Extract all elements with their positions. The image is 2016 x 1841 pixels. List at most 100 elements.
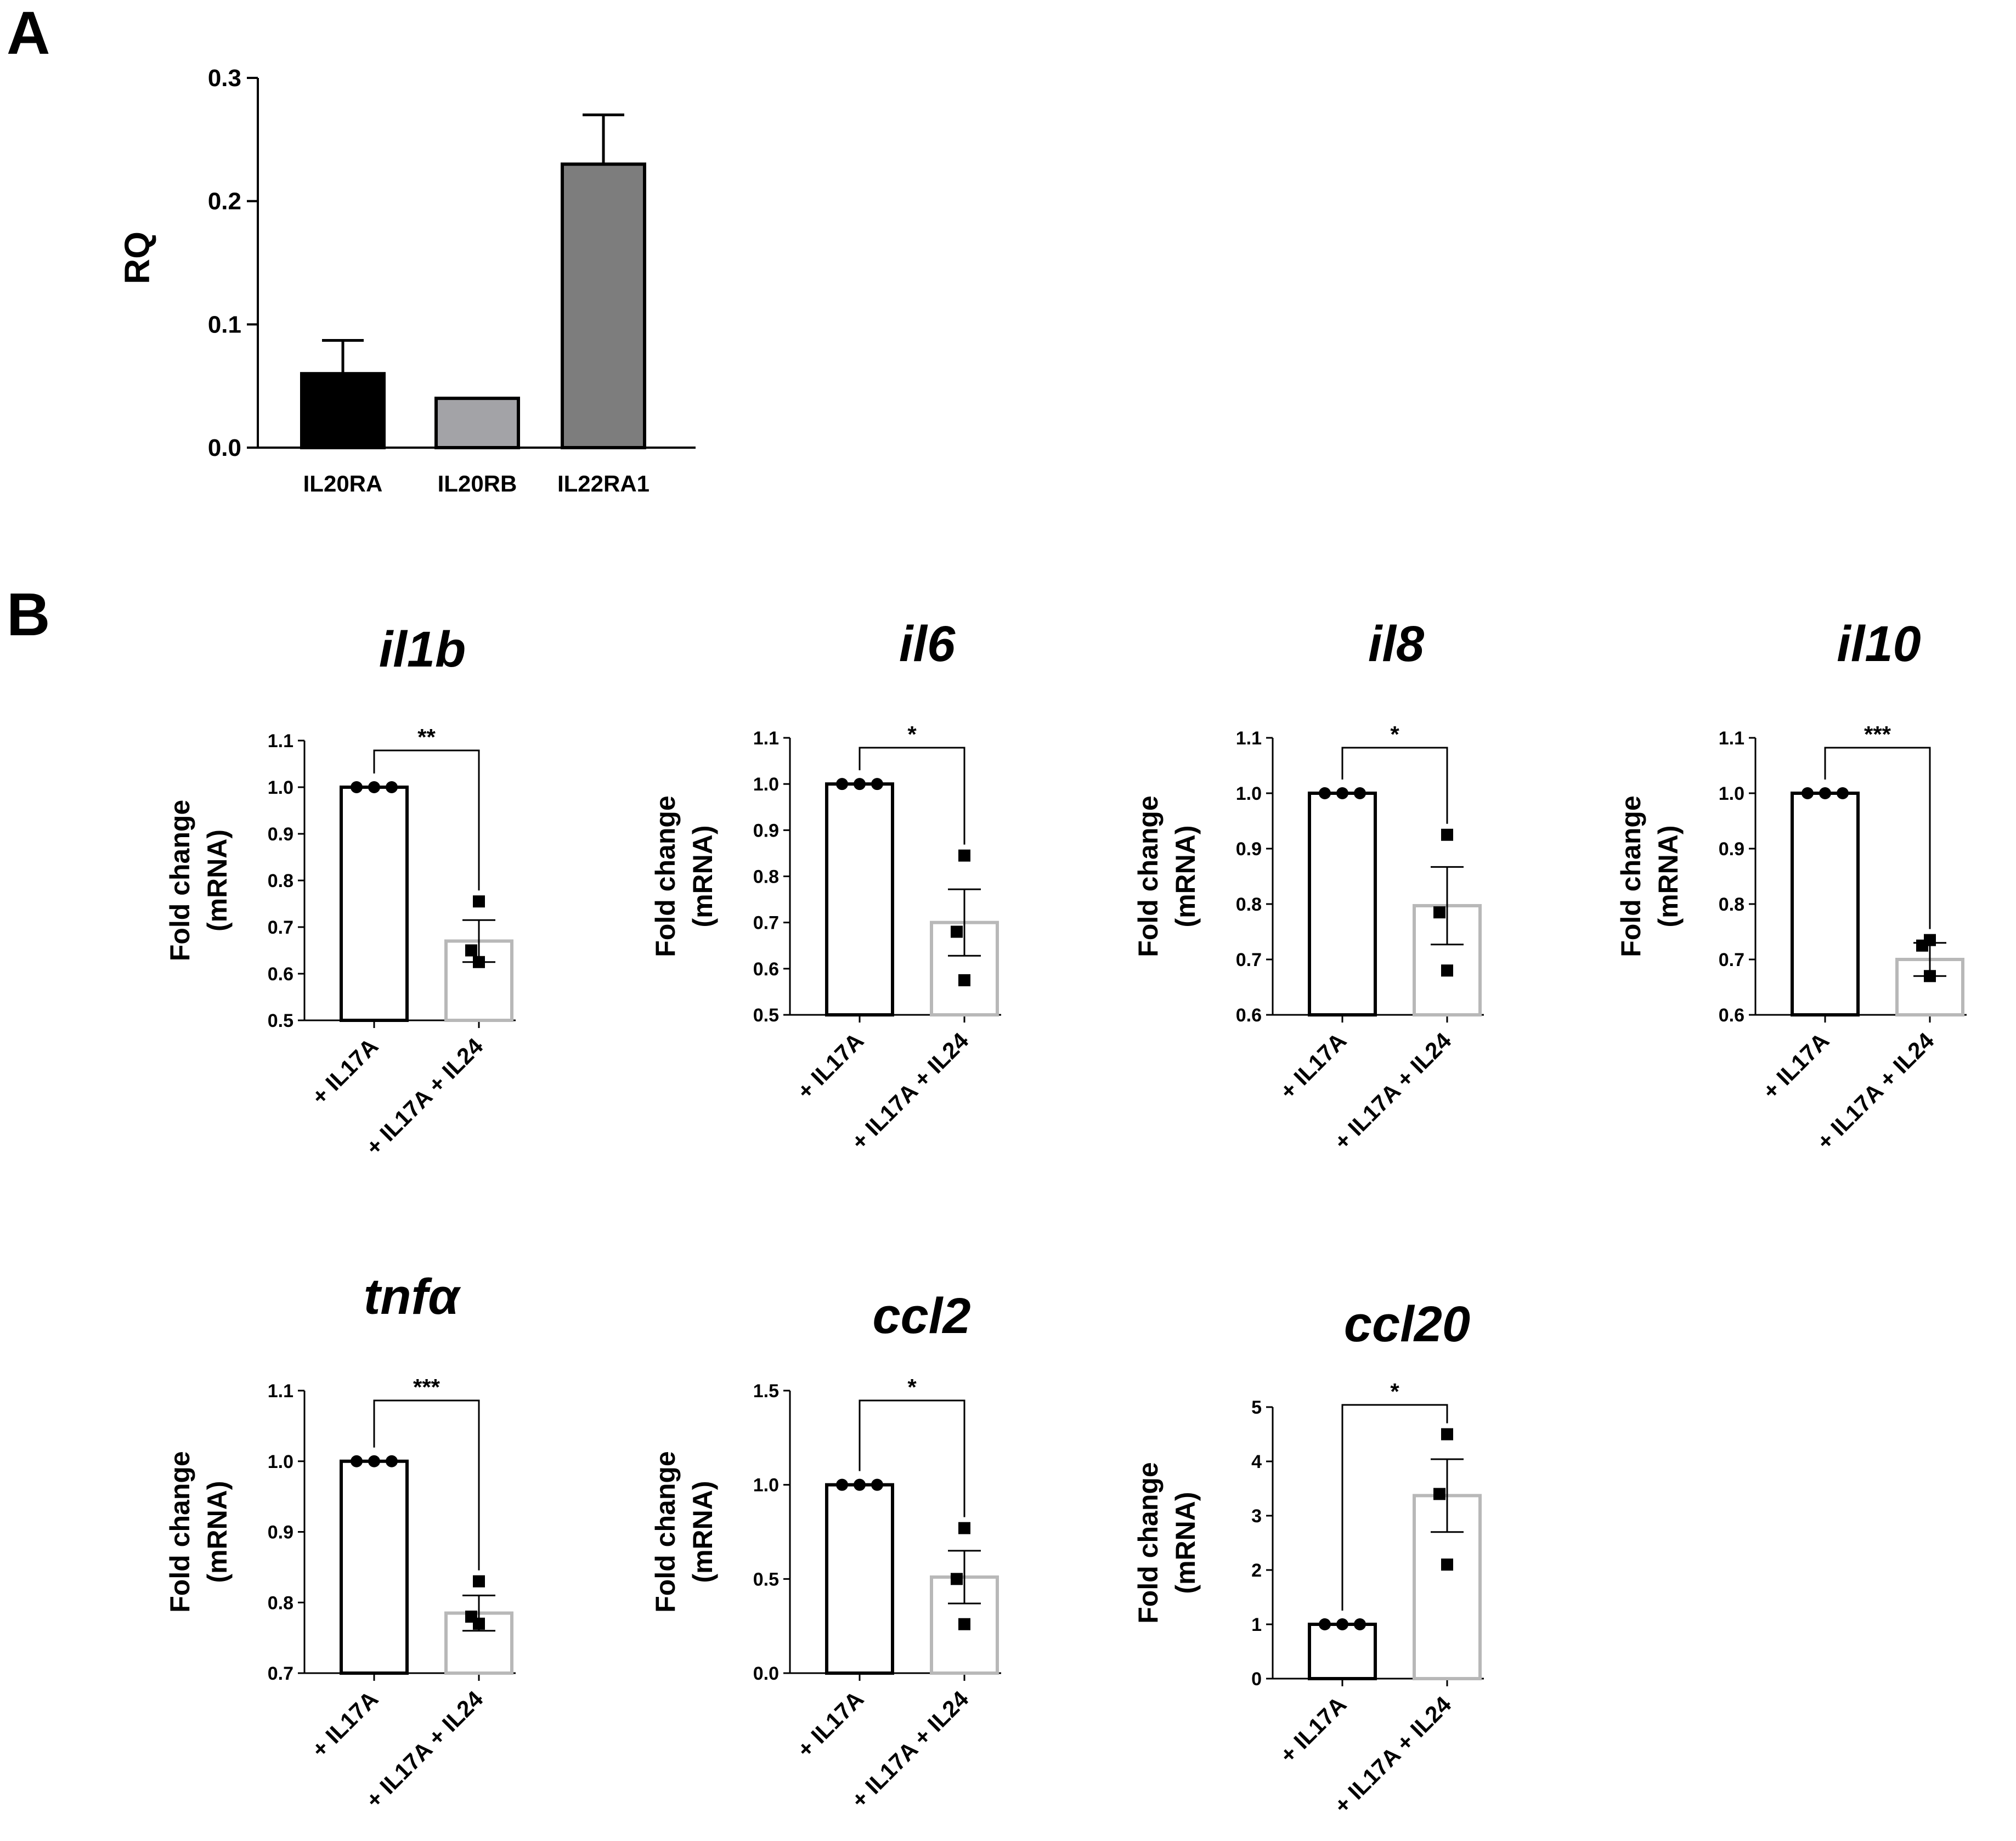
significance-label: *: [1390, 1379, 1399, 1404]
data-point-control: [1354, 1618, 1366, 1630]
y-tick-label: 0.3: [208, 65, 241, 92]
data-point-control: [1319, 1618, 1331, 1630]
y-tick-label: 0.0: [753, 1663, 779, 1684]
x-tick-label: + IL17A: [1275, 1691, 1352, 1768]
data-point-treated: [958, 1522, 970, 1534]
data-point-treated: [951, 1573, 963, 1585]
y-tick-label: 1.0: [268, 777, 293, 798]
data-point-control: [368, 1455, 380, 1467]
y-tick-label: 0.0: [208, 434, 241, 461]
data-point-treated: [1924, 970, 1936, 982]
data-point-treated: [958, 849, 970, 862]
significance-label: ***: [1864, 721, 1891, 747]
data-point-control: [351, 781, 363, 793]
data-point-control: [836, 1478, 848, 1491]
y-axis-label: Fold change: [1616, 795, 1646, 957]
chart-title: tnfα: [364, 1269, 461, 1325]
y-tick-label: 0.5: [268, 1010, 293, 1031]
y-tick-label: 1.0: [268, 1452, 293, 1472]
chart-title: ccl20: [1344, 1296, 1470, 1352]
chart-title: il6: [899, 616, 956, 672]
chart-il6: il6 0.5 0.6 0.7 0.8 0.9 1.0 1.1 Fold change (mRNA…: [650, 616, 1001, 1155]
y-axis-label: Fold change: [1133, 1462, 1164, 1623]
bar-control: [825, 782, 894, 1016]
y-axis-label-units: (mRNA): [202, 829, 233, 931]
x-tick-label: + IL17A: [1275, 1027, 1352, 1104]
bar-il22ra1: [561, 162, 646, 449]
x-tick-label: + IL17A: [1758, 1027, 1834, 1104]
data-point-treated: [1441, 1428, 1453, 1441]
y-tick-label: 1.1: [1236, 728, 1262, 749]
data-point-control: [1336, 1618, 1348, 1630]
y-tick-label: 1.1: [753, 728, 779, 749]
y-axis-label-units: (mRNA): [1653, 825, 1684, 927]
chart-title: ccl2: [872, 1288, 970, 1344]
data-point-treated: [958, 1618, 970, 1630]
y-tick-label: 0.9: [753, 820, 779, 841]
y-tick-label: 0.6: [1719, 1005, 1744, 1026]
y-axis-label-units: (mRNA): [687, 825, 718, 927]
y-axis-label: RQ: [117, 231, 157, 284]
y-tick-label: 0.9: [1719, 839, 1744, 860]
data-point-treated: [1441, 828, 1453, 841]
y-axis-label-units: (mRNA): [202, 1481, 233, 1583]
data-point-treated: [473, 895, 485, 908]
y-axis-label: Fold change: [650, 1451, 681, 1612]
chart-il10: il10 0.6 0.7 0.8 0.9 1.0 1.1 Fold change (mRNA) *…: [1616, 616, 1967, 1155]
data-point-control: [854, 1478, 866, 1491]
data-point-control: [1354, 787, 1366, 799]
charts: 0.0 0.1 0.2 0.3 RQ IL20RA IL20RB IL22RA1 il1b 0.5…: [117, 65, 1967, 1819]
y-tick-label: 0.9: [268, 1522, 293, 1543]
y-tick-label: 0.9: [268, 824, 293, 845]
y-tick-label: 0.5: [753, 1005, 779, 1026]
significance-label: *: [907, 721, 917, 747]
y-axis-label: Fold change: [165, 800, 195, 961]
bar-control: [1308, 792, 1377, 1016]
chart-il8: il8 0.6 0.7 0.8 0.9 1.0 1.1 Fold change (mRNA) * +…: [1133, 616, 1484, 1155]
x-tick-label: IL20RB: [438, 471, 517, 496]
bar-control: [340, 786, 409, 1022]
y-tick-label: 2: [1251, 1560, 1262, 1581]
data-point-treated: [1433, 1488, 1445, 1500]
data-point-control: [1336, 787, 1348, 799]
y-tick-label: 0.1: [208, 311, 241, 338]
x-tick-label: + IL17A: [307, 1686, 383, 1763]
panel-letter-a: A: [7, 0, 50, 67]
y-tick-label: 0.8: [753, 867, 779, 888]
y-axis-label: Fold change: [1133, 795, 1164, 957]
y-tick-label: 1: [1251, 1614, 1262, 1635]
significance-label: **: [417, 724, 436, 750]
significance-bracket: [1341, 747, 1448, 824]
data-point-control: [836, 778, 848, 790]
data-point-control: [386, 1455, 398, 1467]
y-tick-label: 0.6: [1236, 1005, 1262, 1026]
y-tick-label: 1.0: [753, 1475, 779, 1496]
chart-a: 0.0 0.1 0.2 0.3 RQ IL20RA IL20RB IL22RA1: [117, 65, 696, 496]
data-point-treated: [473, 1575, 485, 1588]
data-point-treated: [1441, 964, 1453, 977]
y-tick-label: 4: [1251, 1452, 1262, 1472]
x-tick-label: IL22RA1: [557, 471, 650, 496]
data-point-control: [386, 781, 398, 793]
data-point-treated: [465, 944, 477, 957]
chart-il1b: il1b 0.5 0.6 0.7 0.8 0.9 1.0 1.1 Fold change (mRN…: [165, 622, 516, 1160]
data-point-treated: [473, 956, 485, 968]
bar-control: [340, 1459, 409, 1675]
data-point-treated: [473, 1617, 485, 1630]
data-point-control: [1802, 787, 1814, 799]
y-tick-label: 1.1: [268, 1381, 293, 1402]
y-tick-label: 0.7: [268, 1663, 293, 1684]
data-point-control: [871, 778, 883, 790]
data-point-control: [1837, 787, 1849, 799]
data-point-control: [351, 1455, 363, 1467]
data-point-treated: [1441, 1558, 1453, 1571]
y-tick-label: 0.6: [268, 964, 293, 985]
y-tick-label: 0: [1251, 1669, 1262, 1690]
bar-control: [825, 1483, 894, 1675]
chart-title: il8: [1368, 616, 1425, 672]
x-tick-label: + IL17A: [307, 1033, 383, 1110]
y-tick-label: 0.8: [1236, 894, 1262, 915]
y-tick-label: 1.0: [1719, 783, 1744, 804]
